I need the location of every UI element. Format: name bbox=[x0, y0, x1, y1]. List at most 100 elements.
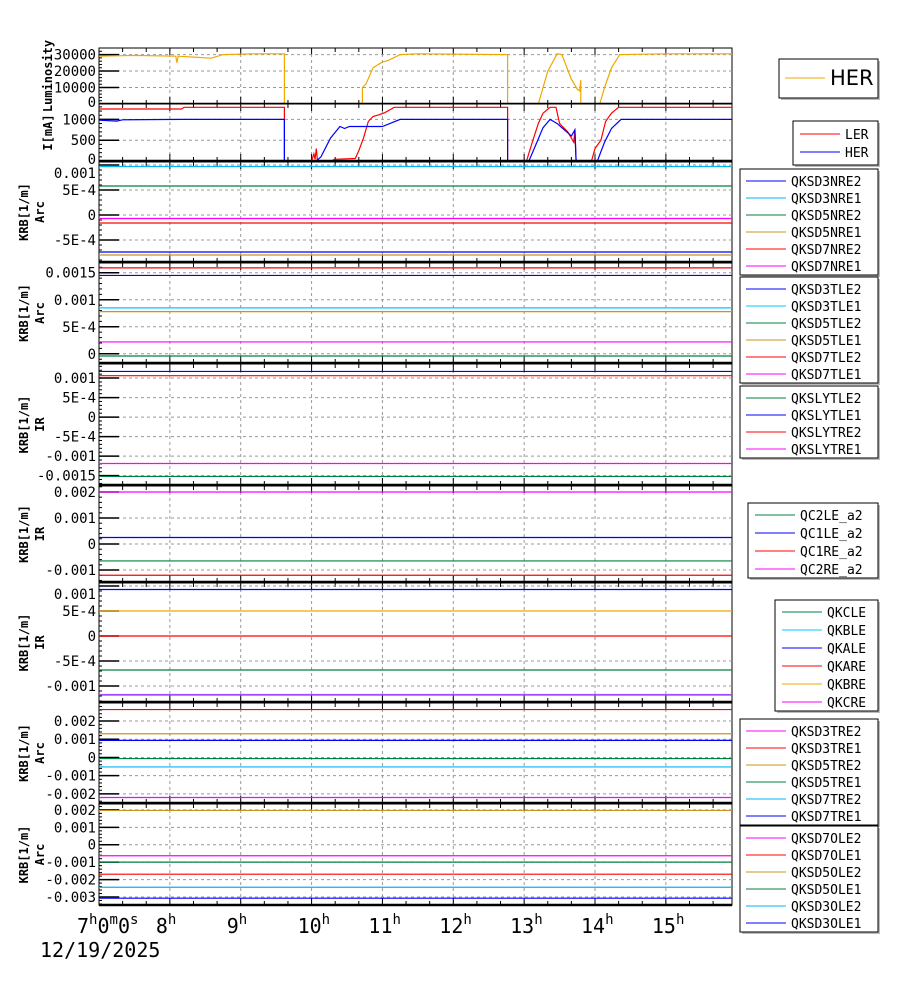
legend-label: QC2RE_a2 bbox=[800, 563, 863, 578]
y-tick-label: -0.001 bbox=[45, 679, 96, 695]
legend-entry: QKSD3TRE2 bbox=[746, 725, 861, 740]
legend-entry: QC1LE_a2 bbox=[755, 527, 863, 542]
legend-entry: LER bbox=[800, 128, 869, 143]
legend-label: QKSD5TRE1 bbox=[791, 776, 861, 791]
legend-entry: QC2RE_a2 bbox=[755, 563, 863, 578]
legend-label: QKSD3TRE2 bbox=[791, 725, 861, 740]
legend-label: QKSD3TLE2 bbox=[791, 283, 861, 298]
y-tick-label: -0.001 bbox=[45, 769, 96, 785]
y-tick-label: 5E-4 bbox=[62, 320, 96, 336]
y-tick-label: 0.001 bbox=[54, 293, 96, 309]
legend-label: QKSD5OLE2 bbox=[791, 866, 861, 881]
legend-label: QKSD5TRE2 bbox=[791, 759, 861, 774]
plot-frame bbox=[98, 161, 733, 263]
legend-label: QC1LE_a2 bbox=[800, 527, 863, 542]
y-axis-label: KRB[1/m] bbox=[17, 826, 31, 884]
plot-frame bbox=[98, 363, 733, 486]
legend-entry: QKSD3NRE1 bbox=[746, 192, 861, 207]
y-tick-label: -0.002 bbox=[45, 787, 96, 803]
y-tick-label: -0.0015 bbox=[37, 469, 96, 485]
legend-box bbox=[739, 168, 879, 276]
legend-entry: QKSD5TLE1 bbox=[746, 334, 861, 349]
plot-frame bbox=[98, 702, 733, 804]
legend-label: QKSLYTRE1 bbox=[791, 443, 861, 458]
legend-entry: QKSD5NRE1 bbox=[746, 226, 861, 241]
legend-entry: QKSD5TLE2 bbox=[746, 317, 861, 332]
legend-label: QKSD7TRE2 bbox=[791, 793, 861, 808]
series-group bbox=[99, 165, 732, 256]
y-tick-label: -0.002 bbox=[45, 873, 96, 889]
y-axis-label: Arc bbox=[33, 844, 47, 866]
legend-entry: QKSD5OLE2 bbox=[746, 866, 861, 881]
y-tick-label: 0.001 bbox=[54, 166, 96, 182]
legend-label: QKSD5TLE1 bbox=[791, 334, 861, 349]
x-tick-label: 12h​ bbox=[439, 912, 472, 938]
legend-entry: QKSD7TLE2 bbox=[746, 351, 861, 366]
x-tick-label: 15h​ bbox=[652, 912, 685, 938]
legend-box bbox=[774, 599, 879, 712]
panel-2: -5E-4 0 5E-40.001 KRB[1/m] Arc bbox=[17, 161, 733, 264]
y-tick-label: 10000 bbox=[54, 81, 96, 97]
y-axis-label: KRB[1/m] bbox=[17, 614, 31, 672]
y-tick-label: 0 bbox=[88, 95, 96, 111]
legend-entry: QKSLYTLE2 bbox=[746, 392, 861, 407]
y-tick-label: 0.002 bbox=[54, 485, 96, 501]
legend-entry: QKCLE bbox=[782, 606, 866, 621]
legend-label: QKCLE bbox=[827, 606, 866, 621]
legend-entry: QKSD3OLE2 bbox=[746, 900, 861, 915]
legend-entry: QC1RE_a2 bbox=[755, 545, 863, 560]
panel-3: 0 5E-4 0.001 0.0015 KRB[1/m] Arc bbox=[17, 262, 733, 365]
y-tick-label: 0.0015 bbox=[45, 266, 96, 282]
legend-entry: QKBRE bbox=[782, 678, 866, 693]
y-tick-label: 0.001 bbox=[54, 732, 96, 748]
legend-label: QKSD5NRE1 bbox=[791, 226, 861, 241]
y-tick-label: 1000 bbox=[62, 112, 96, 128]
legend-entry: QC2LE_a2 bbox=[755, 509, 863, 524]
y-tick-label: -0.003 bbox=[45, 890, 96, 906]
y-tick-label: 0 bbox=[88, 347, 96, 363]
legend-entry: QKSLYTRE2 bbox=[746, 426, 861, 441]
legend-label: QKSLYTRE2 bbox=[791, 426, 861, 441]
legend-entry: QKSD3TLE1 bbox=[746, 300, 861, 315]
legend-label: QKSLYTLE2 bbox=[791, 392, 861, 407]
y-axis-label: Luminosity bbox=[41, 40, 55, 112]
legend-label: QKSD3NRE1 bbox=[791, 192, 861, 207]
legend-label: QKBLE bbox=[827, 624, 866, 639]
series-group bbox=[99, 106, 732, 161]
legend-label: QKSD3TLE1 bbox=[791, 300, 861, 315]
y-tick-label: 0.002 bbox=[54, 714, 96, 730]
legend-entry: QKSD7OLE2 bbox=[746, 832, 861, 847]
plot-frame bbox=[98, 485, 733, 583]
series-group bbox=[99, 708, 732, 799]
legend-label: QKSD3OLE2 bbox=[791, 900, 861, 915]
y-tick-label: 0.001 bbox=[54, 371, 96, 387]
legend-label: QKSD7TLE1 bbox=[791, 368, 861, 383]
legend-box bbox=[739, 718, 879, 826]
legend-entry: QKCRE bbox=[782, 696, 866, 711]
y-tick-label: -0.001 bbox=[45, 563, 96, 579]
legend-entry: QKSD5OLE1 bbox=[746, 883, 861, 898]
series-line-her bbox=[99, 53, 732, 104]
panel-6: -0.001 -5E-4 0 5E-40.001 KRB[1/m] IR bbox=[17, 582, 733, 704]
legend-entry: QKSD7TRE2 bbox=[746, 793, 861, 808]
legend-entry: HER bbox=[800, 146, 869, 161]
x-tick-label: 13h​ bbox=[510, 912, 543, 938]
y-tick-label: -0.001 bbox=[45, 449, 96, 465]
y-tick-label: 0 bbox=[88, 629, 96, 645]
y-tick-label: 0 bbox=[88, 152, 96, 168]
y-tick-label: 5E-4 bbox=[62, 604, 96, 620]
y-tick-label: 0 bbox=[88, 410, 96, 426]
date-label: 12/19/2025 bbox=[40, 938, 160, 962]
x-tick-label: 14h​ bbox=[581, 912, 614, 938]
y-axis-label: I[mA] bbox=[41, 114, 55, 150]
x-tick-label: 11h​ bbox=[368, 912, 401, 938]
y-tick-label: 5E-4 bbox=[62, 183, 96, 199]
x-tick-label: 8h​ bbox=[156, 912, 176, 938]
series-group bbox=[99, 588, 732, 696]
legend-label: QKALE bbox=[827, 642, 866, 657]
legend-label: HER bbox=[845, 146, 869, 161]
series-group bbox=[99, 491, 732, 576]
series-line-ler bbox=[99, 106, 732, 161]
y-tick-label: -5E-4 bbox=[54, 430, 96, 446]
